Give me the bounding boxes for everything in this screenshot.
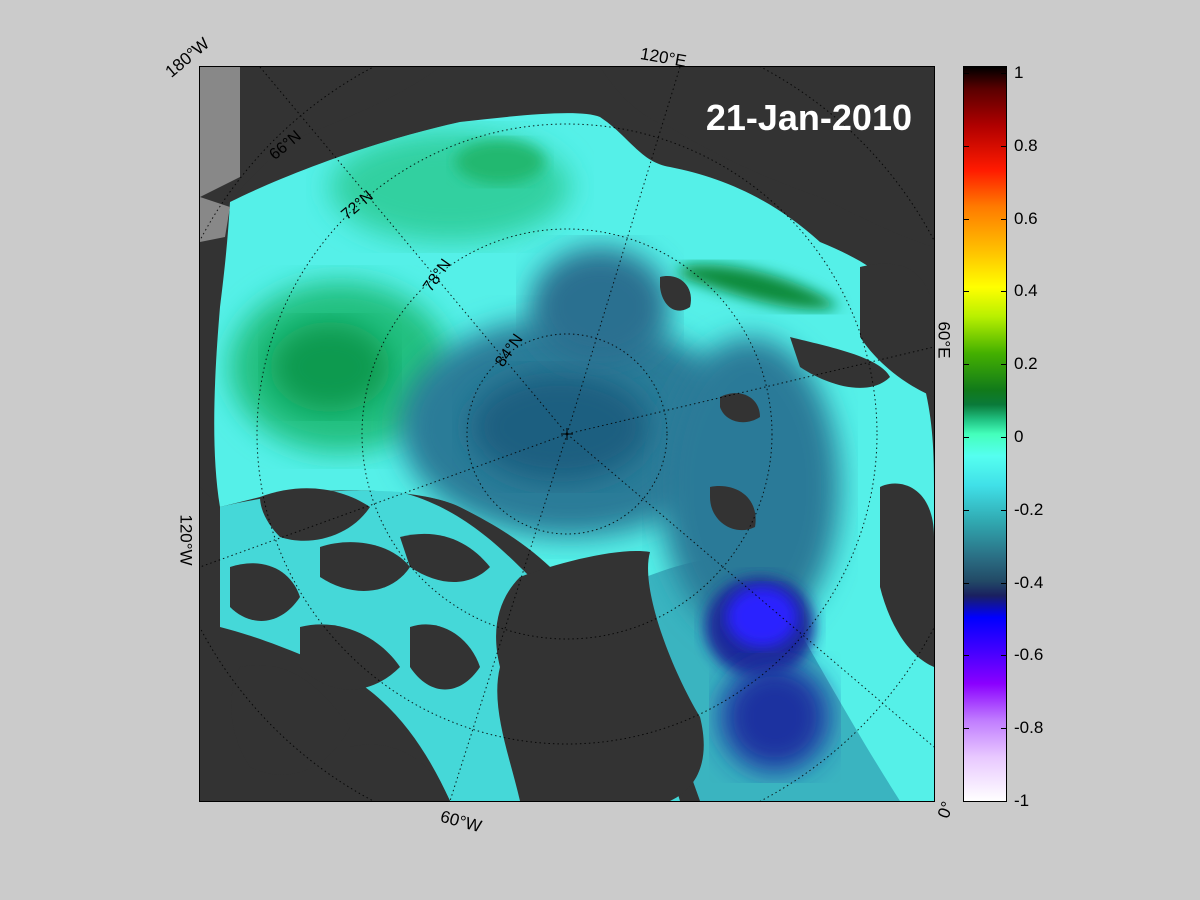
colorbar-tick-mark <box>964 364 969 366</box>
colorbar-tick-label: -1 <box>1014 791 1030 810</box>
colorbar-tick-mark <box>1001 218 1006 220</box>
lon-label-60w: 60°W <box>438 806 484 837</box>
colorbar-tick-mark <box>1001 145 1006 147</box>
colorbar-tick-label: 1 <box>1014 63 1024 82</box>
colorbar-tick-mark <box>1001 582 1006 584</box>
colorbar-tick-mark <box>964 582 969 584</box>
colorbar-tick-label: -0.6 <box>1014 645 1044 665</box>
colorbar-tick-label: 0.6 <box>1014 208 1038 228</box>
colorbar-tick-mark <box>964 509 969 511</box>
colorbar-tick-mark <box>964 801 969 802</box>
colorbar-tick-label: 0.2 <box>1014 354 1038 374</box>
colorbar-tick-label: 0.8 <box>1014 135 1038 155</box>
lon-label-60e: 60°E <box>934 321 954 359</box>
land-masses <box>200 67 934 801</box>
north-pole-marker <box>561 428 573 440</box>
graticule <box>200 67 934 801</box>
colorbar-tick-mark <box>964 655 969 657</box>
colorbar-tick-label: -0.4 <box>1014 572 1044 592</box>
colorbar-tick-mark <box>1001 364 1006 366</box>
colorbar-tick-label: 0 <box>1014 427 1024 446</box>
map-panel[interactable]: 21-Jan-2010 66°N 72°N 78°N 84°N <box>199 66 935 802</box>
colorbar-tick-mark <box>1001 655 1006 657</box>
arctic-map <box>200 67 934 801</box>
colorbar-tick-mark <box>1001 73 1006 74</box>
colorbar-tick-mark <box>1001 509 1006 511</box>
colorbar-tick-label: -0.2 <box>1014 499 1044 519</box>
colorbar-tick-mark <box>1001 437 1006 438</box>
grey-land <box>200 67 240 242</box>
colorbar-tick-mark <box>964 291 969 293</box>
colorbar-tick-mark <box>1001 291 1006 293</box>
colorbar-tick-mark <box>964 145 969 147</box>
date-label: 21-Jan-2010 <box>705 97 912 138</box>
colorbar-tick-label: 0.4 <box>1014 281 1038 301</box>
lon-label-120w: 120°W <box>176 514 196 566</box>
lon-label-0: 0° <box>933 798 958 821</box>
colorbar <box>963 66 1007 802</box>
colorbar-tick-mark <box>964 218 969 220</box>
colorbar-tick-label: -0.8 <box>1014 718 1044 738</box>
colorbar-tick-mark <box>964 437 969 438</box>
colorbar-tick-mark <box>1001 801 1006 802</box>
colorbar-tick-mark <box>964 73 969 74</box>
colorbar-tick-mark <box>964 728 969 730</box>
colorbar-tick-mark <box>1001 728 1006 730</box>
